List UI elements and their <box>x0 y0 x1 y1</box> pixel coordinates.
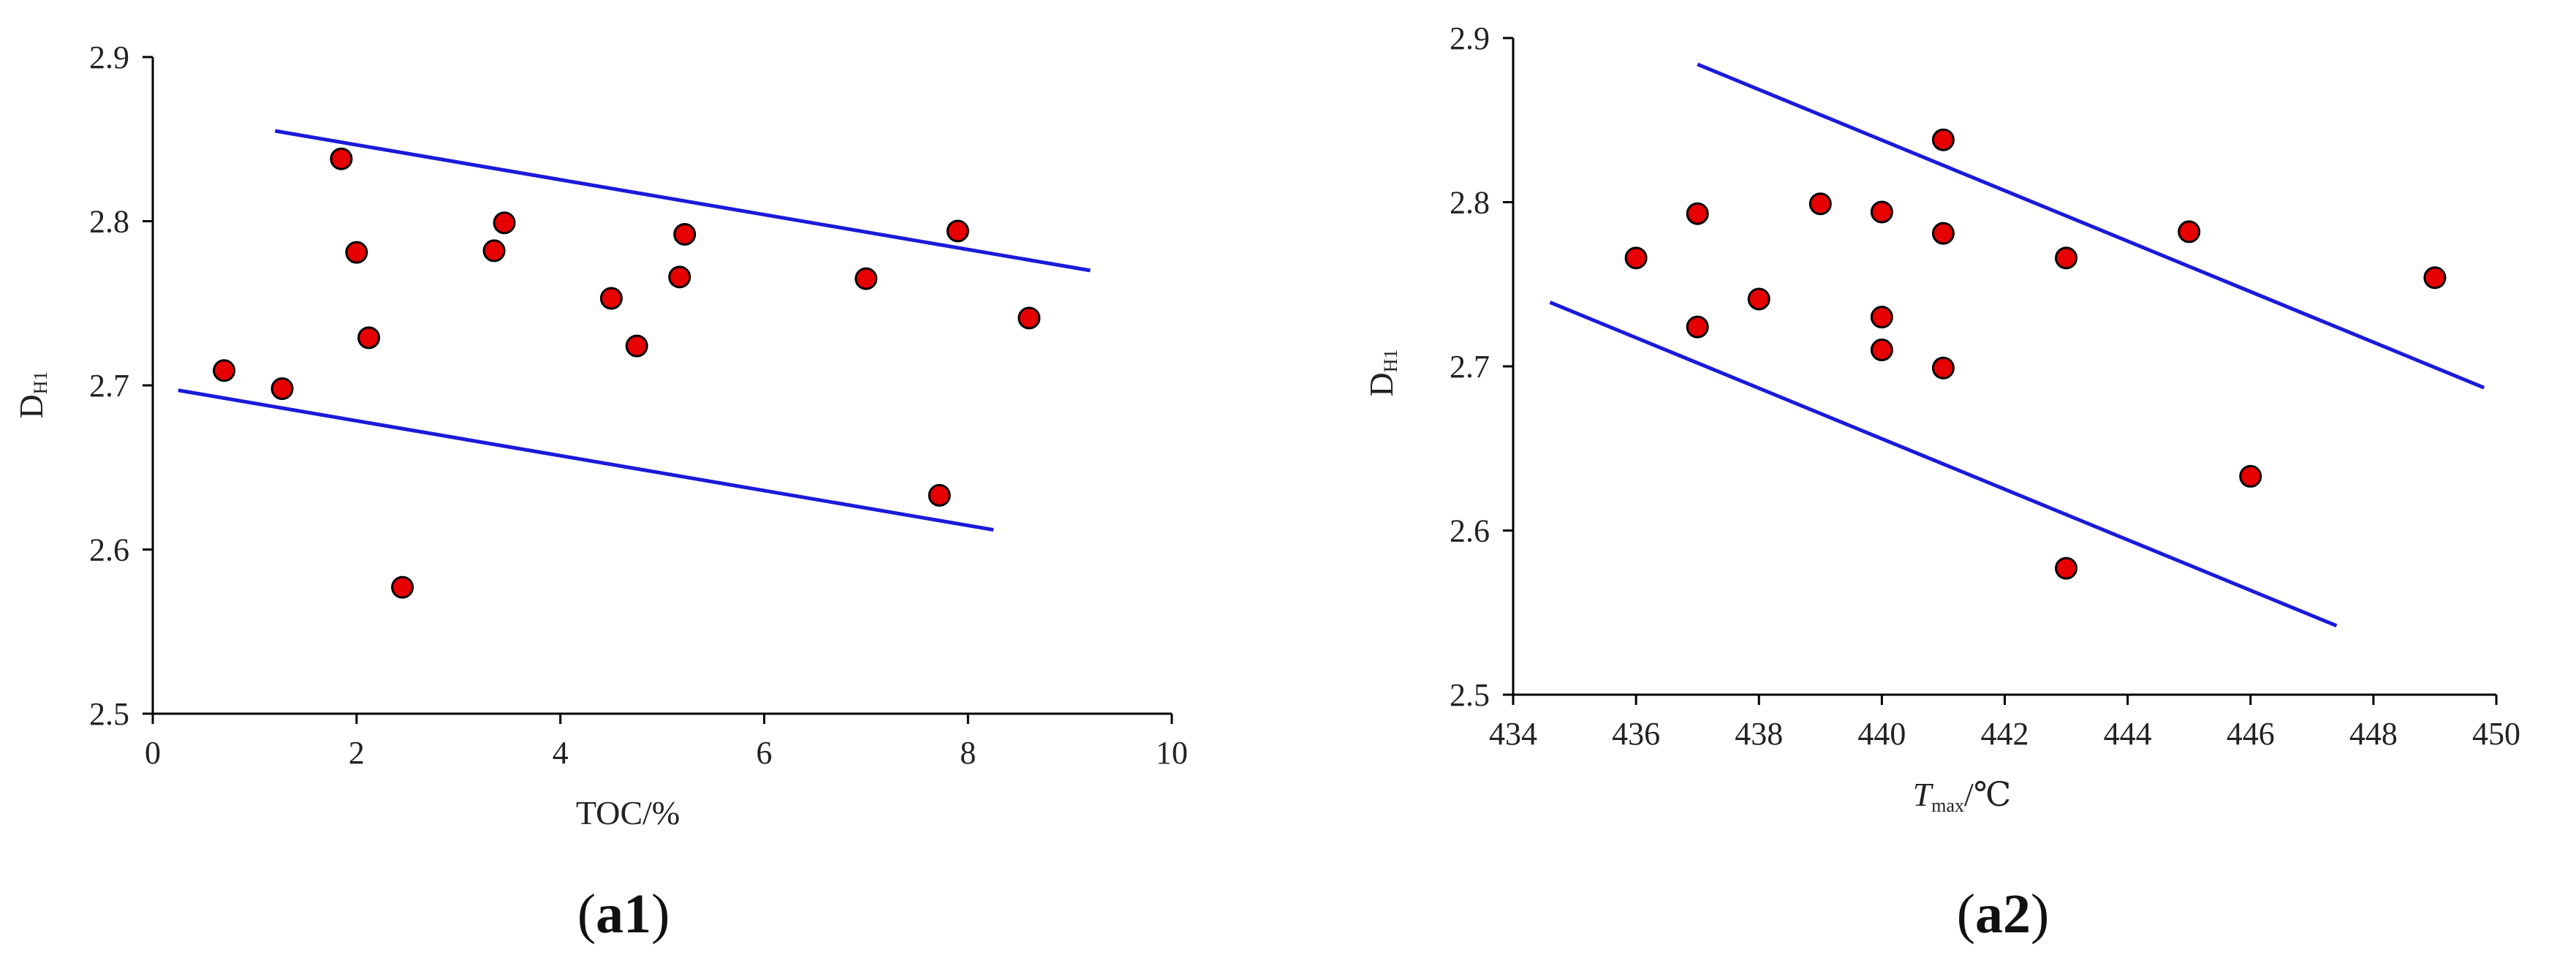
x-tick-label: 434 <box>1489 716 1537 752</box>
scatter-point <box>599 287 623 310</box>
scatter-point <box>1686 202 1709 225</box>
scatter-point <box>855 267 878 290</box>
x-tick-label: 10 <box>1156 735 1188 771</box>
x-tick-label: 8 <box>960 735 976 771</box>
panel-label-a2: (a2) <box>1957 883 2050 945</box>
scatter-point <box>1870 306 1893 329</box>
scatter-point <box>1686 315 1709 339</box>
upper-envelope-line <box>274 129 1091 273</box>
scatter-point <box>1624 246 1648 270</box>
upper-envelope-line <box>1697 62 2485 390</box>
x-tick-label: 438 <box>1735 716 1783 752</box>
x-tick-label: 6 <box>756 735 772 771</box>
scatter-point <box>1018 306 1041 330</box>
scatter-point <box>673 222 697 246</box>
scatter-point <box>493 211 516 235</box>
scatter-point <box>625 334 648 358</box>
y-tick-label: 2.9 <box>89 39 129 75</box>
scatter-point <box>1870 200 1893 224</box>
y-tick-label: 2.7 <box>89 368 129 404</box>
lower-envelope-line <box>1549 301 2338 628</box>
scatter-point <box>2178 220 2201 244</box>
y-tick-label: 2.5 <box>89 696 129 732</box>
x-tick-label: 440 <box>1857 716 1906 752</box>
scatter-point <box>668 265 692 289</box>
scatter-point <box>482 239 506 263</box>
y-axis-title-a1: DH1 <box>12 371 51 418</box>
y-tick-label: 2.8 <box>1450 185 1490 221</box>
y-axis-title-a2: DH1 <box>1363 349 1401 396</box>
y-tick-label: 2.6 <box>1450 513 1490 549</box>
scatter-point <box>1808 192 1832 216</box>
scatter-point <box>946 219 969 243</box>
y-tick-label: 2.8 <box>89 204 129 240</box>
scatter-point <box>2239 464 2262 488</box>
y-tick-label: 2.6 <box>89 532 129 568</box>
x-axis-title-a1: TOC/% <box>576 794 680 831</box>
scatter-point <box>1931 128 1955 151</box>
x-tick-label: 448 <box>2349 716 2398 752</box>
x-tick-label: 446 <box>2227 716 2275 752</box>
scatter-point <box>1931 222 1955 245</box>
scatter-point <box>2055 556 2078 580</box>
lower-envelope-line <box>178 388 994 532</box>
scatter-point <box>345 241 368 264</box>
y-tick-label: 2.7 <box>1450 349 1490 385</box>
x-tick-label: 0 <box>145 735 161 771</box>
scatter-point <box>2055 246 2078 270</box>
scatter-point <box>1931 356 1955 380</box>
plot-area-a2: 434 436 438 440 442 444 446 448 450 2.5 2.6 2.7 2.8 2… <box>1450 20 2520 752</box>
x-tick-label: 436 <box>1612 716 1660 752</box>
y-tick-label: 2.9 <box>1450 20 1490 56</box>
scatter-point <box>391 575 414 599</box>
scatter-point <box>928 483 951 507</box>
x-axis-title-a2: Tmax/℃ <box>1913 776 2012 816</box>
x-tick-label: 442 <box>1981 716 2029 752</box>
scatter-point <box>1870 339 1893 362</box>
x-tick-label: 450 <box>2472 716 2520 752</box>
scatter-point <box>330 147 353 170</box>
x-tick-label: 4 <box>553 735 569 771</box>
chart-panel-a2: 434 436 438 440 442 444 446 448 450 2.5 2.6 2.7 2.8 2… <box>1363 20 2520 945</box>
scatter-point <box>270 377 294 400</box>
chart-panel-a1: 0 2 4 6 8 10 2.5 2.6 2.7 2.8 2.9 TOC/% DH1 (a1) <box>12 39 1188 945</box>
scatter-point <box>357 326 381 350</box>
panel-label-a1: (a1) <box>577 883 670 945</box>
scatter-point <box>1747 287 1770 311</box>
plot-area-a1: 0 2 4 6 8 10 2.5 2.6 2.7 2.8 2.9 <box>89 39 1188 771</box>
y-tick-label: 2.5 <box>1450 677 1490 713</box>
x-tick-label: 444 <box>2104 716 2152 752</box>
x-tick-label: 2 <box>349 735 365 771</box>
scatter-point <box>213 359 236 382</box>
scatter-point <box>2423 266 2447 290</box>
